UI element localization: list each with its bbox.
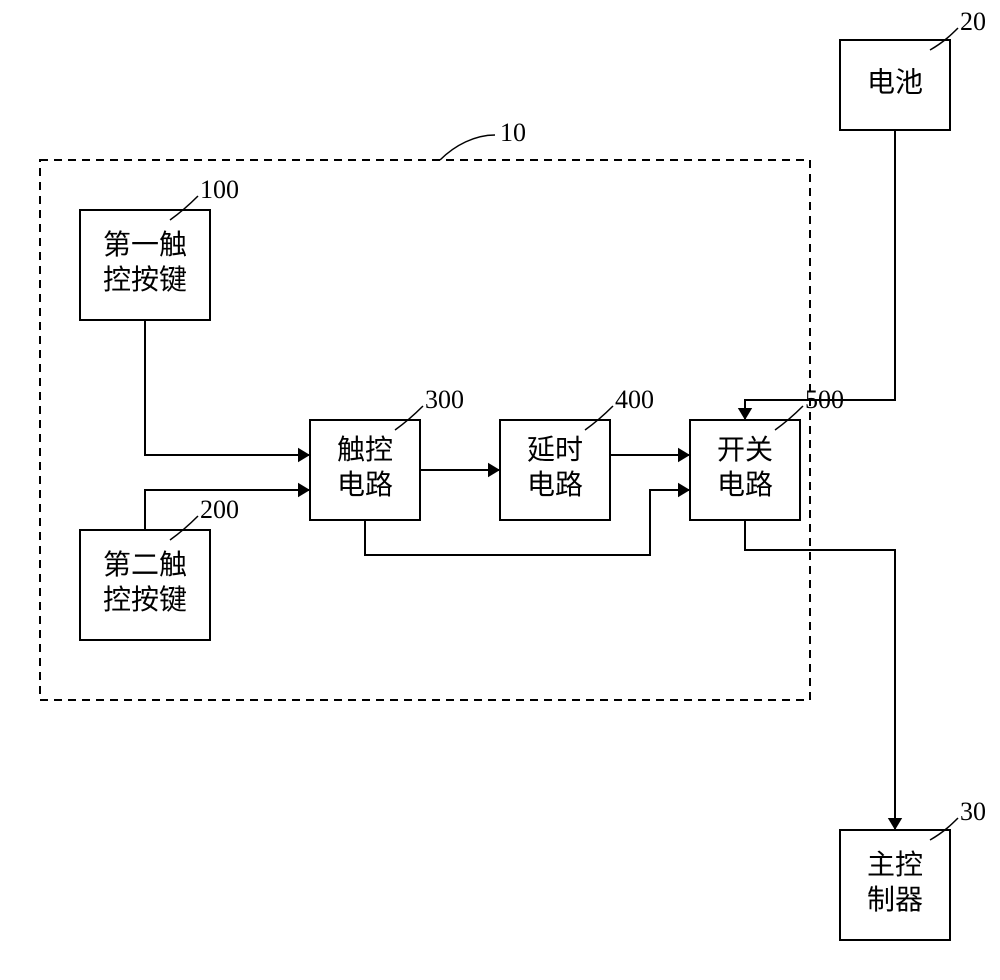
node-label-400-line1: 电路 bbox=[527, 469, 583, 501]
edge-e-100-300 bbox=[145, 320, 310, 455]
node-label-30-line0: 主控 bbox=[867, 849, 923, 881]
node-300: 触控电路 300 bbox=[310, 385, 464, 520]
node-label-100-line1: 控按键 bbox=[103, 264, 187, 296]
node-label-400-line0: 延时 bbox=[527, 434, 583, 466]
node-label-300-line1: 电路 bbox=[337, 469, 393, 501]
node-label-500-line0: 开关 bbox=[717, 434, 773, 466]
refnum-30: 30 bbox=[960, 797, 986, 826]
refnum-500: 500 bbox=[805, 385, 844, 414]
node-label-200-line0: 第二触 bbox=[103, 549, 187, 581]
leader-10 bbox=[440, 135, 495, 160]
node-label-100-line0: 第一触 bbox=[103, 229, 187, 261]
refnum-400: 400 bbox=[615, 385, 654, 414]
node-500: 开关电路 500 bbox=[690, 385, 844, 520]
node-20: 电池 20 bbox=[840, 7, 986, 130]
refnum-100: 100 bbox=[200, 175, 239, 204]
refnum-300: 300 bbox=[425, 385, 464, 414]
nodes: 电池20第一触控按键100第二触控按键200触控电路300延时电路400开关电路… bbox=[80, 7, 986, 940]
node-label-200-line1: 控按键 bbox=[103, 584, 187, 616]
node-100: 第一触控按键 100 bbox=[80, 175, 239, 320]
refnum-10: 10 bbox=[500, 118, 526, 147]
node-200: 第二触控按键 200 bbox=[80, 495, 239, 640]
edge-e-500-30 bbox=[745, 520, 895, 830]
refnum-200: 200 bbox=[200, 495, 239, 524]
node-label-500-line1: 电路 bbox=[717, 469, 773, 501]
node-label-20-line0: 电池 bbox=[867, 66, 923, 98]
block-diagram: 10 电池20第一触控按键100第二触控按键200触控电路300延时电路400开… bbox=[0, 0, 1000, 980]
node-400: 延时电路 400 bbox=[500, 385, 654, 520]
node-label-30-line1: 制器 bbox=[867, 884, 923, 916]
node-label-300-line0: 触控 bbox=[337, 434, 393, 466]
node-30: 主控制器 30 bbox=[840, 797, 986, 940]
refnum-20: 20 bbox=[960, 7, 986, 36]
